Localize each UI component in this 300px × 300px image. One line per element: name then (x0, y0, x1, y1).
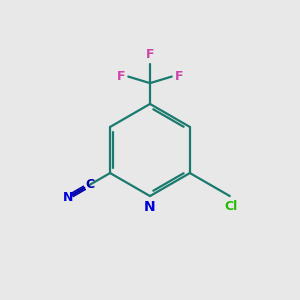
Text: F: F (117, 70, 125, 83)
Text: F: F (146, 48, 154, 62)
Text: F: F (175, 70, 183, 83)
Text: C: C (85, 178, 94, 191)
Text: N: N (62, 191, 73, 204)
Text: N: N (144, 200, 156, 214)
Text: Cl: Cl (225, 200, 238, 213)
